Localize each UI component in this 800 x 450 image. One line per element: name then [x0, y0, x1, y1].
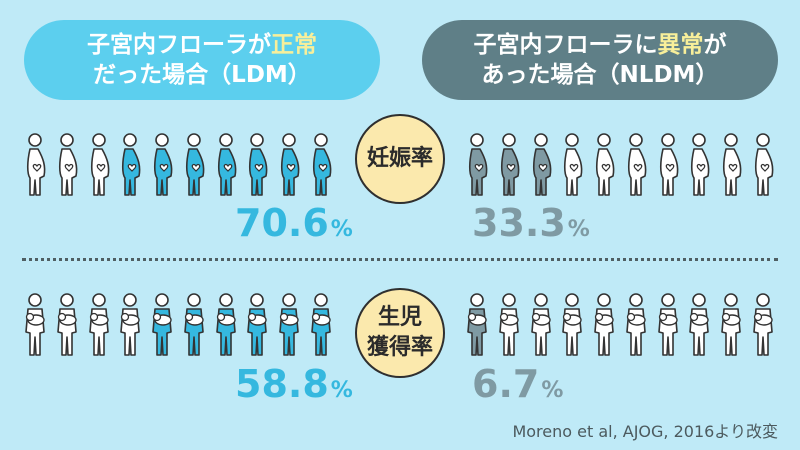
nldm-header-line2: あった場合（NLDM） [481, 62, 719, 88]
parent-with-baby-filled-icon [184, 293, 204, 356]
nldm-header-pill: 子宮内フローラに異常が あった場合（NLDM） [422, 20, 778, 100]
section-divider [22, 258, 778, 261]
parent-with-baby-empty-icon [120, 293, 141, 356]
parent-with-baby-empty-icon [88, 293, 109, 356]
parent-with-baby-empty-icon [594, 293, 614, 356]
pregnancy-nldm-percentage: 33.3% [472, 203, 590, 250]
ldm-header-prefix: 子宮内フローラが [87, 32, 271, 58]
live-birth-ldm-value: 58.8 [235, 362, 329, 406]
pregnant-woman-filled-icon [122, 133, 141, 196]
pregnancy-ldm-value: 70.6 [235, 201, 329, 245]
pregnant-woman-empty-icon [691, 133, 710, 196]
nldm-header-highlight: 異常 [657, 32, 704, 58]
pregnant-woman-empty-icon [723, 133, 742, 196]
pregnant-woman-filled-icon [281, 133, 300, 196]
parent-with-baby-filled-icon [467, 293, 487, 356]
live-birth-rate-badge: 生児 獲得率 [355, 288, 445, 378]
ldm-header-line2: だった場合（LDM） [93, 62, 311, 88]
parent-with-baby-filled-icon [279, 293, 299, 356]
live-birth-nldm-percentage: 6.7% [472, 364, 563, 411]
ldm-header-highlight: 正常 [271, 32, 317, 58]
parent-with-baby-empty-icon [721, 293, 741, 356]
parent-with-baby-empty-icon [753, 293, 773, 356]
parent-with-baby-empty-icon [626, 293, 646, 356]
parent-with-baby-empty-icon [498, 293, 519, 356]
live-birth-label-line2: 獲得率 [366, 335, 433, 360]
live-birth-nldm-unit: % [541, 378, 564, 403]
pregnant-woman-filled-icon [500, 133, 520, 196]
pregnant-woman-empty-icon [90, 133, 109, 196]
pregnant-woman-filled-icon [185, 133, 205, 196]
live-birth-ldm-figures [22, 286, 334, 358]
pregnant-woman-empty-icon [627, 133, 647, 196]
pregnancy-rate-badge: 妊娠率 [355, 114, 445, 204]
live-birth-nldm-value: 6.7 [472, 362, 540, 406]
nldm-header-prefix: 子宮内フローラに [473, 32, 658, 58]
pregnancy-ldm-unit: % [330, 217, 353, 242]
pregnant-woman-filled-icon [217, 133, 237, 196]
pregnant-woman-empty-icon [659, 133, 679, 196]
pregnant-woman-filled-icon [312, 133, 332, 196]
pregnancy-nldm-unit: % [567, 217, 590, 242]
parent-with-baby-empty-icon [657, 293, 678, 356]
pregnant-woman-empty-icon [754, 133, 774, 196]
parent-with-baby-filled-icon [215, 293, 236, 356]
nldm-header-line1: 子宮内フローラに異常が [474, 30, 727, 60]
pregnancy-nldm-value: 33.3 [472, 201, 566, 245]
pregnant-woman-filled-icon [532, 133, 551, 196]
live-birth-nldm-figures [464, 286, 776, 358]
parent-with-baby-empty-icon [689, 293, 710, 356]
parent-with-baby-filled-icon [311, 293, 331, 356]
pregnant-woman-filled-icon [249, 133, 268, 196]
parent-with-baby-empty-icon [25, 293, 45, 356]
pregnant-woman-empty-icon [596, 133, 615, 196]
pregnant-woman-empty-icon [564, 133, 583, 196]
nldm-header-suffix: が [703, 32, 727, 58]
pregnant-woman-filled-icon [154, 133, 173, 196]
live-birth-label-line1: 生児 [377, 305, 422, 330]
pregnancy-ldm-percentage: 70.6% [235, 203, 353, 250]
pregnant-woman-empty-icon [58, 133, 78, 196]
parent-with-baby-empty-icon [56, 293, 77, 356]
parent-with-baby-filled-icon [247, 293, 268, 356]
live-birth-ldm-percentage: 58.8% [235, 364, 353, 411]
pregnancy-ldm-figures [22, 126, 334, 198]
pregnancy-nldm-figures [464, 126, 776, 198]
ldm-header-pill: 子宮内フローラが正常 だった場合（LDM） [24, 20, 380, 100]
pregnant-woman-empty-icon [26, 133, 46, 196]
pregnant-woman-filled-icon [468, 133, 488, 196]
pregnancy-rate-label: 妊娠率 [366, 146, 433, 171]
parent-with-baby-filled-icon [152, 293, 172, 356]
source-citation: Moreno et al, AJOG, 2016より改変 [512, 422, 778, 441]
parent-with-baby-empty-icon [530, 293, 551, 356]
ldm-header-line1: 子宮内フローラが正常 [87, 30, 317, 60]
parent-with-baby-empty-icon [562, 293, 583, 356]
live-birth-ldm-unit: % [330, 378, 353, 403]
